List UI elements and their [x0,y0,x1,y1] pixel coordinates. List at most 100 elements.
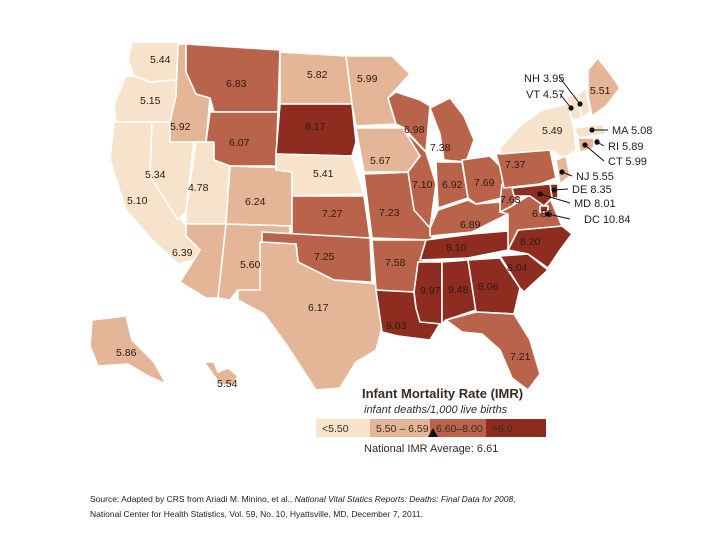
legend-label-gt800: >8.0 [492,423,513,435]
legend-label-lt550: <5.50 [322,423,349,435]
state-label-hi: 5.54 [217,378,238,390]
state-label-nv: 5.34 [145,169,166,181]
state-label-ia: 5.67 [370,155,391,167]
callout-label-ct: CT 5.99 [608,156,647,168]
legend-swatch-gt800 [486,419,546,437]
states-layer [89,41,621,391]
state-wy [205,111,279,167]
state-label-sd: 8.17 [305,121,326,133]
small-state-callouts: NH 3.95 VT 4.57 MA 5.08 RI 5.89 CT 5.99 NJ 5.… [524,73,652,226]
state-label-fl: 7.21 [510,351,531,363]
legend-label-c550_659: 5.50 – 6.59 [376,423,429,435]
state-label-or: 5.15 [140,95,161,107]
state-label-ut: 4.78 [188,182,209,194]
callout-label-nj: NJ 5.55 [576,171,614,183]
state-al [441,259,477,325]
state-label-ar: 7.58 [385,257,406,269]
state-label-id: 5.92 [170,121,191,133]
state-label-ok: 7.25 [314,251,335,263]
state-label-ny: 5.49 [542,125,563,137]
state-mi [429,97,475,163]
state-label-ga: 8.06 [478,281,499,293]
callout-label-ma: MA 5.08 [612,125,652,137]
state-label-mn: 5.99 [357,73,378,85]
state-il [403,129,437,229]
leader-line-vt [559,93,572,109]
callout-dot-ct [582,142,588,148]
state-fl [445,311,541,391]
state-label-al: 9.48 [448,284,469,296]
source-suffix: , [513,494,516,504]
state-label-wv: 7.63 [500,194,521,206]
legend-label-c660_800: 6.60–8.00 [436,423,483,435]
state-label-wy: 6.07 [229,137,250,149]
state-label-nm: 5.60 [240,259,261,271]
callout-label-vt: VT 4.57 [526,89,564,101]
state-label-in: 6.92 [442,179,463,191]
callout-dot-dc [545,211,551,217]
state-label-la: 9.03 [386,320,407,332]
state-label-co: 6.24 [245,196,266,208]
callout-dot-nh [577,101,583,107]
state-label-tx: 6.17 [308,302,329,314]
callout-dot-nj [559,169,565,175]
state-label-ne: 5.41 [313,168,334,180]
state-sc [499,253,549,293]
legend-swatch-c660_800 [430,419,486,437]
state-ny [499,103,577,159]
state-label-ms: 9.97 [420,285,441,297]
source-line-2: National Center for Health Statistics, V… [90,509,423,519]
national-average-label: National IMR Average: 6.61 [364,443,498,455]
callout-dot-de [551,187,557,193]
state-ga [467,257,521,315]
callout-label-md: MD 8.01 [574,198,616,210]
national-average-marker [428,428,438,437]
state-label-mi: 7.38 [430,142,451,154]
callout-label-ri: RI 5.89 [608,141,643,153]
state-label-az: 6.39 [172,247,193,259]
callout-label-de: DE 8.35 [572,184,612,196]
state-sd [275,103,357,157]
state-ak [89,315,167,385]
legend: Infant Mortality Rate (IMR) infant death… [316,386,546,455]
callout-dot-ri [594,139,600,145]
callout-dot-vt [568,105,574,111]
state-label-oh: 7.69 [474,177,495,189]
leader-line-nh [559,77,581,105]
callout-label-dc: DC 10.84 [584,214,630,226]
legend-title: Infant Mortality Rate (IMR) [362,386,523,401]
state-tx [237,241,385,391]
state-label-me: 5.51 [590,85,611,97]
state-label-va: 6.86 [532,208,553,220]
legend-swatch-lt550 [316,419,370,437]
source-line-1: Source: Adapted by CRS from Ariadi M. Mi… [90,492,610,507]
state-wi [387,91,431,153]
leader-line-md [539,193,571,204]
state-hi [203,361,239,387]
state-label-nc: 8.20 [520,236,541,248]
state-label-wi: 6.98 [404,124,425,136]
state-label-tn: 8.10 [446,242,467,254]
state-label-pa: 7.37 [505,159,526,171]
state-label-sc: 8.04 [507,262,528,274]
callout-label-nh: NH 3.95 [524,73,564,85]
source-note: Source: Adapted by CRS from Ariadi M. Mi… [90,492,610,522]
callout-dot-ma [589,127,595,133]
state-label-mo: 7.23 [379,207,400,219]
state-vt [565,93,583,121]
state-label-wa: 5.44 [150,54,171,66]
state-label-ks: 7.27 [322,208,343,220]
state-label-nd: 5.82 [307,69,328,81]
legend-swatch-c550_659 [370,419,430,437]
source-title: National Vital Statics Reports: Deaths: … [294,494,514,504]
legend-categories: <5.50 5.50 – 6.59 6.60–8.00 >8.0 [316,419,546,437]
state-labels-layer: 5.44 5.15 5.10 5.34 5.92 4.78 6.39 6.83 6.07 6.24… [116,54,611,390]
source-prefix: Source: Adapted by CRS from Ariadi M. Mi… [90,494,295,504]
state-label-ak: 5.86 [116,347,137,359]
state-label-ky: 6.89 [460,219,481,231]
state-label-mt: 6.83 [226,78,247,90]
legend-subtitle: infant deaths/1,000 live births [364,404,508,416]
state-label-ca: 5.10 [127,195,148,207]
leader-line-ct [584,144,605,162]
